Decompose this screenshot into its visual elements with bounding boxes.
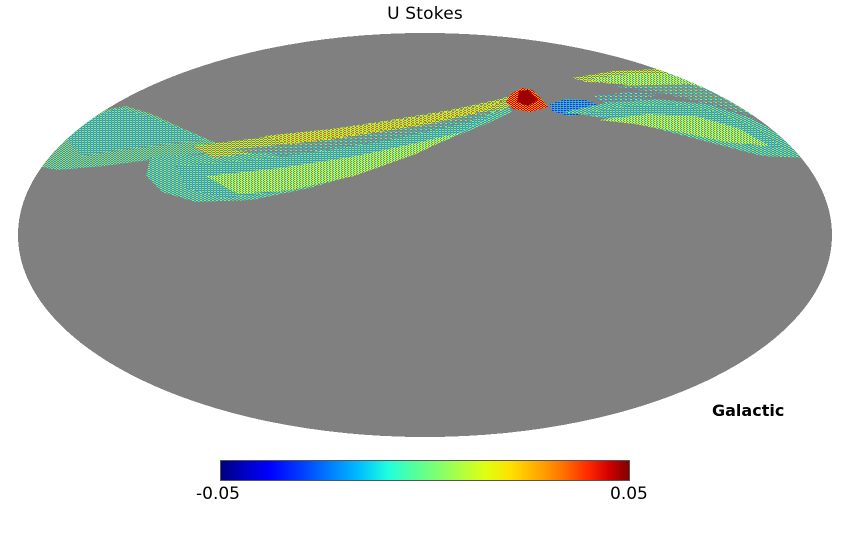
- caustic-peak-core: [517, 90, 538, 106]
- sky-map-svg: [18, 33, 832, 437]
- scan-band-main-lower-bright: [206, 132, 462, 194]
- colorbar-min-tick-label: -0.05: [196, 484, 240, 504]
- scan-band-central-upper-bright: [264, 100, 506, 144]
- colorbar-max-tick-label: 0.05: [610, 484, 648, 504]
- scan-band-right-lobe-lower-bright: [598, 114, 770, 146]
- mollweide-projection: [18, 33, 832, 437]
- sky-ellipse-background: [18, 33, 832, 437]
- sky-data-layer: [20, 69, 806, 202]
- colorbar[interactable]: -0.05 0.05: [196, 460, 648, 504]
- scan-band-upper-left-wing-core: [62, 108, 206, 156]
- blue-knot-tail: [592, 92, 660, 103]
- scan-speckle-bridge-left: [228, 108, 500, 156]
- page-title: U Stokes: [387, 4, 463, 24]
- coordinate-system-label: Galactic: [712, 401, 785, 420]
- colorbar-gradient[interactable]: [220, 460, 630, 481]
